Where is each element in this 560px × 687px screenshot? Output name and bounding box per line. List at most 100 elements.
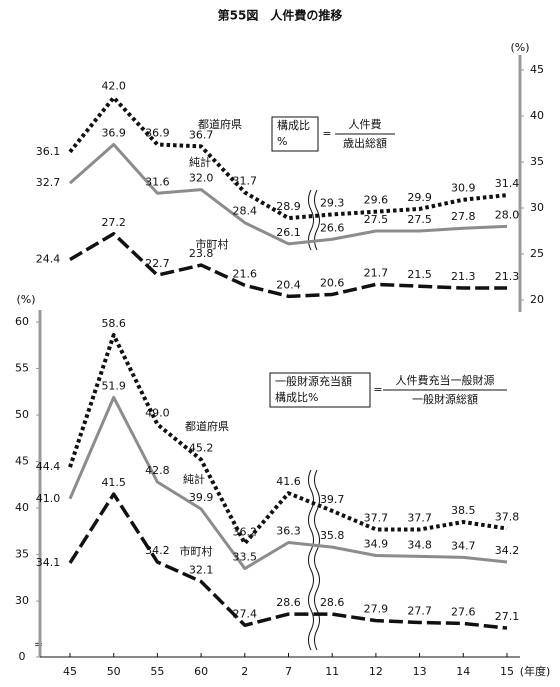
y-tick-label: 45 (530, 63, 544, 76)
data-label: 41.5 (101, 476, 126, 489)
x-axis-unit: (年度) (520, 664, 551, 678)
data-label: 33.5 (233, 551, 258, 564)
data-label: 21.7 (364, 266, 389, 279)
x-tick-label: 15 (500, 665, 514, 678)
series-line (69, 232, 507, 299)
break-mark (308, 469, 314, 651)
y-axis-unit: (%) (510, 41, 529, 54)
y-tick-label: 35 (15, 548, 29, 561)
data-label: 20.6 (320, 276, 345, 289)
data-label: 27.8 (451, 210, 476, 223)
data-label: 36.7 (189, 128, 214, 141)
data-label: 26.6 (320, 221, 345, 234)
data-label: 32.1 (189, 564, 214, 577)
data-label: 37.7 (407, 511, 432, 524)
data-label: 41.6 (276, 475, 301, 488)
data-label: 51.9 (101, 379, 126, 392)
formula-denominator: 一般財源総額 (412, 392, 478, 406)
y-axis-unit: (%) (16, 293, 35, 306)
data-label: 39.9 (189, 491, 214, 504)
data-label: 23.8 (189, 247, 214, 260)
data-label: 45.2 (189, 442, 214, 455)
series-name: 純計 (183, 472, 205, 486)
series-line (68, 492, 508, 630)
y-tick-label: 55 (15, 362, 29, 375)
x-tick-label: 7 (285, 665, 292, 678)
formula-denominator: 歳出総額 (343, 136, 387, 150)
x-tick-label: 14 (456, 665, 470, 678)
x-tick-label: 45 (63, 665, 77, 678)
series-name: 市町村 (180, 544, 213, 558)
series-name: 都道府県 (198, 117, 242, 131)
y-tick-label: 20 (530, 293, 544, 306)
formula-left: 一般財源充当額 (275, 374, 352, 388)
data-label: 28.9 (276, 200, 301, 213)
data-label: 58.6 (101, 317, 126, 330)
y-tick-label: 30 (530, 201, 544, 214)
data-label: 36.3 (276, 524, 301, 537)
series-line (68, 395, 508, 571)
data-label: 31.4 (495, 177, 520, 190)
data-label: 34.7 (451, 539, 476, 552)
y-tick-label: 40 (15, 501, 29, 514)
data-label: 28.0 (495, 208, 520, 221)
data-label: 34.9 (364, 538, 389, 551)
data-label: 27.1 (495, 610, 520, 623)
data-label: 24.4 (36, 253, 61, 266)
data-label: 27.5 (364, 213, 389, 226)
y-tick-label: 60 (15, 315, 29, 328)
data-label: 39.7 (320, 493, 345, 506)
series-line (69, 143, 508, 246)
data-label: 42.0 (101, 80, 126, 93)
data-label: 34.8 (407, 538, 432, 551)
y-tick-label: 45 (15, 455, 29, 468)
x-tick-label: 11 (325, 665, 339, 678)
data-label: 21.6 (233, 267, 258, 280)
y-tick-label: 35 (530, 155, 544, 168)
data-label: 29.3 (320, 196, 345, 209)
data-label: 35.8 (320, 529, 345, 542)
data-label: 34.1 (36, 556, 61, 569)
data-label: 36.2 (233, 525, 258, 538)
y-tick-label: 0 (19, 650, 26, 663)
data-label: 34.2 (145, 544, 170, 557)
data-label: 28.6 (320, 596, 345, 609)
data-label: 31.7 (233, 174, 258, 187)
y-tick-label: 50 (15, 408, 29, 421)
formula-equals: = (373, 383, 382, 396)
data-label: 36.9 (145, 127, 170, 140)
data-label: 27.2 (101, 216, 126, 229)
formula-left: % (277, 135, 287, 148)
data-label: 32.7 (36, 176, 61, 189)
data-label: 37.7 (364, 511, 389, 524)
data-label: 28.6 (276, 596, 301, 609)
y-tick-label: 40 (530, 109, 544, 122)
data-label: 22.7 (145, 257, 170, 270)
formula-numerator: 人件費充当一般財源 (396, 373, 495, 387)
x-tick-label: 50 (107, 665, 121, 678)
break-mark (308, 189, 314, 251)
data-label: 27.5 (407, 213, 432, 226)
data-label: 37.8 (495, 511, 520, 524)
x-tick-label: 13 (413, 665, 427, 678)
data-label: 21.3 (451, 270, 476, 283)
data-label: 49.0 (145, 406, 170, 419)
data-label: 26.1 (276, 226, 301, 239)
data-label: 29.6 (364, 194, 389, 207)
data-label: 27.4 (233, 607, 258, 620)
formula-equals: = (322, 127, 331, 140)
formula-box (269, 372, 371, 408)
data-label: 38.5 (451, 504, 476, 517)
data-label: 34.2 (495, 544, 520, 557)
data-label: 20.4 (276, 278, 301, 291)
data-label: 21.3 (495, 270, 520, 283)
series-line (68, 333, 508, 546)
data-label: 29.9 (407, 191, 432, 204)
data-label: 42.8 (145, 464, 170, 477)
data-label: 21.5 (407, 268, 432, 281)
data-label: 28.4 (233, 205, 258, 218)
data-label: 32.0 (189, 172, 214, 185)
break-mark (314, 469, 320, 651)
